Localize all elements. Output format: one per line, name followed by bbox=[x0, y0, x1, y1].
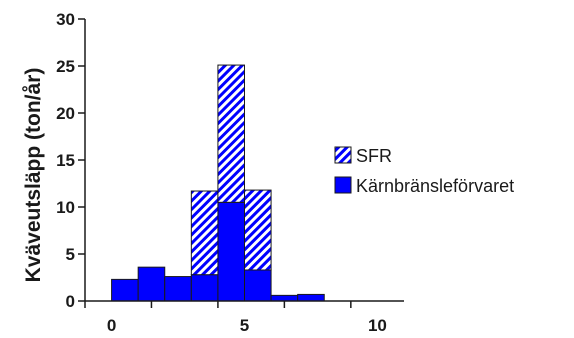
y-tick-label: 0 bbox=[66, 292, 75, 311]
sfr-bar bbox=[190, 190, 219, 276]
x-tick-label: 10 bbox=[368, 316, 387, 335]
legend-label: SFR bbox=[356, 146, 392, 166]
karnbransleforvaret-bar bbox=[270, 294, 299, 302]
y-axis-title: Kväveutsläpp (ton/år) bbox=[22, 68, 45, 283]
legend-swatch bbox=[334, 146, 352, 164]
legend-swatch bbox=[334, 176, 352, 194]
karnbransleforvaret-bar bbox=[111, 278, 139, 302]
y-tick-label: 15 bbox=[56, 151, 75, 170]
karnbransleforvaret-bar bbox=[217, 201, 246, 302]
karnbransleforvaret-bar bbox=[164, 276, 192, 302]
karnbransleforvaret-bar bbox=[244, 269, 272, 302]
y-tick-label: 30 bbox=[56, 10, 75, 29]
sfr-bar bbox=[244, 189, 272, 271]
karnbransleforvaret-bar bbox=[190, 274, 219, 302]
karnbransleforvaret-bar bbox=[137, 266, 166, 302]
x-tick-label: 5 bbox=[240, 316, 249, 335]
y-tick-label: 25 bbox=[56, 57, 75, 76]
y-tick-label: 5 bbox=[66, 245, 75, 264]
karnbransleforvaret-bar bbox=[297, 293, 325, 302]
y-tick-label: 20 bbox=[56, 104, 75, 123]
x-tick-label: 0 bbox=[107, 316, 116, 335]
legend-label: Kärnbränsleförvaret bbox=[356, 176, 514, 196]
y-tick-label: 10 bbox=[56, 198, 75, 217]
sfr-bar bbox=[217, 64, 246, 203]
